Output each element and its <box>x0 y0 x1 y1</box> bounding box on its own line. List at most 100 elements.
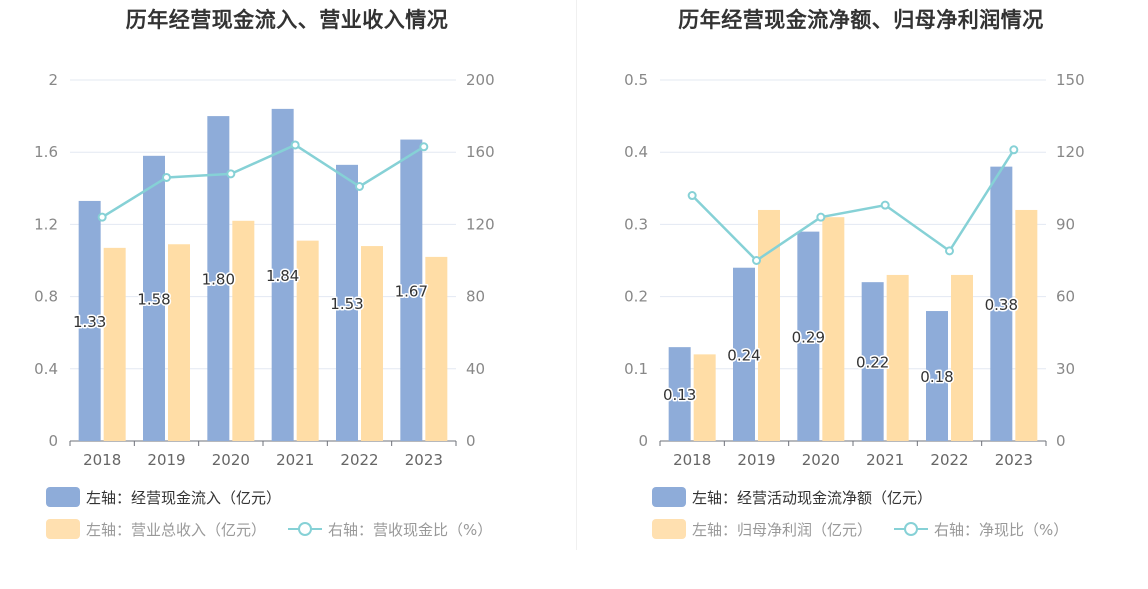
bar-series1 <box>668 347 691 441</box>
legend-line-icon <box>894 519 929 539</box>
bar-series2 <box>103 247 126 441</box>
y-left-tick-label: 0.4 <box>34 360 58 378</box>
y-left-tick-label: 0.5 <box>624 71 648 89</box>
x-tick-label: 2022 <box>340 451 378 469</box>
bar-value-label: 1.58 <box>137 290 170 308</box>
bar-series1 <box>78 200 101 441</box>
bar-series1 <box>926 311 948 441</box>
x-tick-label: 2018 <box>673 451 711 469</box>
bar-series2 <box>296 240 319 441</box>
bar-value-label: 0.29 <box>792 328 825 346</box>
legend-row-2: 左轴：归母净利润（亿元） 右轴：净现比（%） <box>652 518 1090 540</box>
bar-series1 <box>733 267 755 441</box>
chart-svg: 0 0 0.4 40 0.8 80 1.2 120 1.6 160 2 200 2018 2019 2020… <box>34 71 495 469</box>
y-left-tick-label: 0 <box>638 432 648 450</box>
bar-series2 <box>168 244 190 441</box>
legend-item-bar2[interactable]: 左轴：营业总收入（亿元） <box>46 519 266 540</box>
bar-series2 <box>425 256 448 441</box>
line-point <box>419 142 429 152</box>
bar-series2 <box>758 209 780 441</box>
bar-series2 <box>822 217 845 441</box>
y-left-tick-label: 2 <box>48 71 58 89</box>
bar-value-label: 1.33 <box>73 313 106 331</box>
y-right-tick-label: 0 <box>466 432 476 450</box>
bar-value-label: 1.84 <box>266 267 299 285</box>
y-right-tick-label: 160 <box>466 143 495 161</box>
y-right-tick-label: 200 <box>466 71 495 89</box>
bar-series2 <box>232 220 255 441</box>
line-point <box>816 212 826 222</box>
bar-series2 <box>693 354 716 441</box>
line-point <box>97 212 107 222</box>
line-point <box>290 140 300 150</box>
y-left-tick-label: 0 <box>48 432 58 450</box>
bar-value-label: 0.38 <box>985 296 1018 314</box>
y-right-tick-label: 80 <box>466 288 485 306</box>
bar-series1 <box>271 108 294 441</box>
legend-swatch <box>46 487 80 507</box>
y-left-tick-label: 0.1 <box>624 360 648 378</box>
legend-item-line[interactable]: 右轴：营收现金比（%） <box>288 519 492 540</box>
legend-row-1: 左轴：经营活动现金流净额（亿元） <box>652 486 954 508</box>
legend-label: 右轴：净现比（%） <box>934 520 1069 539</box>
y-left-tick-label: 0.3 <box>624 215 648 233</box>
bar-value-label: 1.67 <box>395 282 428 300</box>
chart-title: 历年经营现金流净额、归母净利润情况 <box>678 8 1044 32</box>
legend-item-bar1[interactable]: 左轴：经营活动现金流净额（亿元） <box>652 487 932 508</box>
legend-label: 右轴：营收现金比（%） <box>328 520 493 539</box>
y-right-tick-label: 90 <box>1056 215 1075 233</box>
legend-row-2: 左轴：营业总收入（亿元） 右轴：营收现金比（%） <box>46 518 514 540</box>
y-right-tick-label: 120 <box>1056 143 1085 161</box>
y-left-tick-label: 0.8 <box>34 288 58 306</box>
y-right-tick-label: 0 <box>1056 432 1066 450</box>
legend-item-bar2[interactable]: 左轴：归母净利润（亿元） <box>652 519 872 540</box>
y-left-tick-label: 1.2 <box>34 215 58 233</box>
x-tick-label: 2021 <box>276 451 314 469</box>
line-point <box>162 172 171 182</box>
line-series <box>101 143 425 219</box>
bar-value-label: 1.80 <box>202 271 235 289</box>
legend-label: 左轴：归母净利润（亿元） <box>692 520 873 539</box>
legend-label: 左轴：经营现金流入（亿元） <box>86 488 282 507</box>
x-tick-label: 2019 <box>737 451 775 469</box>
y-right-tick-label: 120 <box>466 215 495 233</box>
line-point <box>945 246 954 256</box>
legend-item-line[interactable]: 右轴：净现比（%） <box>894 519 1068 540</box>
legend-row-1: 左轴：经营现金流入（亿元） <box>46 486 303 508</box>
y-right-tick-label: 60 <box>1056 288 1075 306</box>
bar-series1 <box>336 164 358 441</box>
x-tick-label: 2022 <box>930 451 968 469</box>
line-point <box>355 181 364 191</box>
legend-item-bar1[interactable]: 左轴：经营现金流入（亿元） <box>46 487 281 508</box>
panel-divider <box>576 0 577 550</box>
line-point <box>687 191 697 201</box>
legend-swatch <box>652 487 686 507</box>
y-left-tick-label: 0.2 <box>624 288 648 306</box>
x-tick-label: 2021 <box>866 451 904 469</box>
x-tick-label: 2019 <box>147 451 185 469</box>
bar-value-label: 1.53 <box>330 295 363 313</box>
y-left-tick-label: 0.4 <box>624 143 648 161</box>
x-tick-label: 2020 <box>802 451 840 469</box>
y-left-tick-label: 1.6 <box>34 143 58 161</box>
line-series <box>691 149 1015 263</box>
legend-label: 左轴：经营活动现金流净额（亿元） <box>692 488 933 507</box>
bar-series2 <box>886 274 909 441</box>
x-tick-label: 2020 <box>212 451 250 469</box>
bar-series1 <box>797 231 820 441</box>
bar-value-label: 0.24 <box>727 346 760 364</box>
bar-series2 <box>361 246 383 441</box>
legend-swatch <box>652 519 686 539</box>
bar-series2 <box>1015 209 1038 441</box>
chart-panel-right: 历年经营现金流净额、归母净利润情况 0 0 0.1 30 0.2 60 0.3 90 0.4 12… <box>574 0 1148 589</box>
y-right-tick-label: 150 <box>1056 71 1085 89</box>
bar-value-label: 0.18 <box>920 368 953 386</box>
legend-label: 左轴：营业总收入（亿元） <box>86 520 267 539</box>
line-point <box>1009 145 1019 155</box>
y-right-tick-label: 40 <box>466 360 485 378</box>
x-tick-label: 2023 <box>995 451 1033 469</box>
chart-svg: 0 0 0.1 30 0.2 60 0.3 90 0.4 120 0.5 150 2018 2019 202… <box>624 71 1085 469</box>
bar-series2 <box>951 274 973 441</box>
bar-value-label: 0.22 <box>856 354 889 372</box>
y-right-tick-label: 30 <box>1056 360 1075 378</box>
